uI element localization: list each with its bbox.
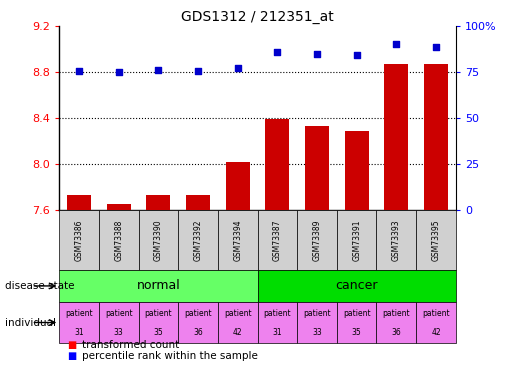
Title: GDS1312 / 212351_at: GDS1312 / 212351_at xyxy=(181,10,334,24)
Text: patient: patient xyxy=(105,309,132,318)
Text: ■: ■ xyxy=(67,351,76,361)
FancyBboxPatch shape xyxy=(218,210,258,270)
FancyBboxPatch shape xyxy=(416,210,456,270)
Text: GSM73390: GSM73390 xyxy=(154,219,163,261)
Text: GSM73393: GSM73393 xyxy=(392,219,401,261)
FancyBboxPatch shape xyxy=(59,210,99,270)
Text: 36: 36 xyxy=(193,328,203,338)
FancyBboxPatch shape xyxy=(376,210,416,270)
Text: GSM73386: GSM73386 xyxy=(75,219,83,261)
Text: patient: patient xyxy=(303,309,331,318)
Text: patient: patient xyxy=(422,309,450,318)
Text: percentile rank within the sample: percentile rank within the sample xyxy=(82,351,259,361)
Text: 42: 42 xyxy=(431,328,441,338)
Bar xyxy=(226,162,250,210)
Bar xyxy=(424,64,448,210)
Text: GSM73392: GSM73392 xyxy=(194,219,202,261)
Text: GSM73391: GSM73391 xyxy=(352,219,361,261)
Point xyxy=(432,44,440,50)
Text: 31: 31 xyxy=(272,328,282,338)
Text: 42: 42 xyxy=(233,328,243,338)
Text: patient: patient xyxy=(224,309,251,318)
Text: GSM73395: GSM73395 xyxy=(432,219,440,261)
FancyBboxPatch shape xyxy=(139,302,178,343)
Text: 33: 33 xyxy=(312,328,322,338)
Point xyxy=(75,68,83,74)
Bar xyxy=(305,126,329,210)
Bar xyxy=(67,195,91,210)
Text: GSM73389: GSM73389 xyxy=(313,219,321,261)
Text: patient: patient xyxy=(264,309,291,318)
Point xyxy=(313,51,321,57)
Text: normal: normal xyxy=(136,279,180,292)
Text: patient: patient xyxy=(383,309,410,318)
FancyBboxPatch shape xyxy=(337,302,376,343)
Point xyxy=(154,68,162,74)
Text: transformed count: transformed count xyxy=(82,340,180,350)
Bar xyxy=(107,204,131,210)
Text: GSM73394: GSM73394 xyxy=(233,219,242,261)
Text: 33: 33 xyxy=(114,328,124,338)
Point xyxy=(233,64,242,70)
Point xyxy=(352,52,360,58)
Text: patient: patient xyxy=(184,309,212,318)
Text: ■: ■ xyxy=(67,340,76,350)
Text: 35: 35 xyxy=(352,328,362,338)
FancyBboxPatch shape xyxy=(416,302,456,343)
Bar xyxy=(265,119,289,210)
Text: cancer: cancer xyxy=(335,279,378,292)
FancyBboxPatch shape xyxy=(178,302,218,343)
FancyBboxPatch shape xyxy=(337,210,376,270)
Text: 35: 35 xyxy=(153,328,163,338)
FancyBboxPatch shape xyxy=(59,302,99,343)
Point xyxy=(392,41,401,47)
Bar xyxy=(146,195,170,210)
Text: 31: 31 xyxy=(74,328,84,338)
FancyBboxPatch shape xyxy=(258,270,456,302)
Point xyxy=(114,69,123,75)
Text: patient: patient xyxy=(343,309,370,318)
FancyBboxPatch shape xyxy=(297,210,337,270)
FancyBboxPatch shape xyxy=(59,270,258,302)
FancyBboxPatch shape xyxy=(258,210,297,270)
FancyBboxPatch shape xyxy=(99,210,139,270)
Point xyxy=(273,49,281,55)
Text: GSM73387: GSM73387 xyxy=(273,219,282,261)
Point xyxy=(194,68,202,74)
FancyBboxPatch shape xyxy=(139,210,178,270)
Text: GSM73388: GSM73388 xyxy=(114,219,123,261)
Text: individual: individual xyxy=(5,318,56,327)
Text: disease state: disease state xyxy=(5,281,75,291)
Text: patient: patient xyxy=(65,309,93,318)
FancyBboxPatch shape xyxy=(178,210,218,270)
Bar xyxy=(186,195,210,210)
FancyBboxPatch shape xyxy=(218,302,258,343)
FancyBboxPatch shape xyxy=(297,302,337,343)
Text: 36: 36 xyxy=(391,328,401,338)
FancyBboxPatch shape xyxy=(99,302,139,343)
Text: patient: patient xyxy=(145,309,172,318)
FancyBboxPatch shape xyxy=(376,302,416,343)
Bar xyxy=(345,131,369,210)
FancyBboxPatch shape xyxy=(258,302,297,343)
Bar xyxy=(384,64,408,210)
